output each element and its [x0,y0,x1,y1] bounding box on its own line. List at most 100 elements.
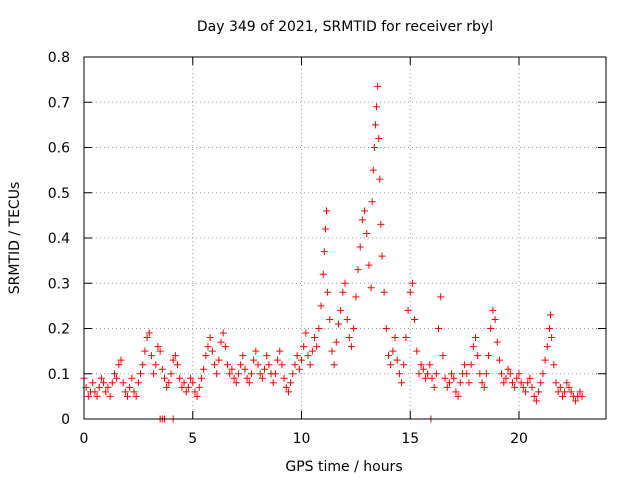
data-point [404,306,412,314]
data-point [328,347,336,355]
data-point [472,334,479,342]
data-point [548,334,556,342]
data-point [572,397,580,405]
data-point [382,325,390,332]
data-point [376,175,384,183]
data-point [213,370,221,378]
data-point [374,82,382,90]
data-point [559,392,566,400]
data-point [174,361,182,369]
x-axis-title: GPS time / hours [285,459,402,475]
data-point [452,388,460,396]
data-point [163,383,171,391]
y-tick-label: 0.8 [48,50,70,66]
data-point [519,383,527,391]
data-point [102,388,110,396]
data-point [556,383,564,391]
data-point [578,392,586,400]
data-point [306,361,314,369]
data-point [369,166,377,174]
data-point [323,207,331,215]
data-point [406,288,414,296]
data-point [426,361,434,369]
data-point [202,352,210,360]
data-point [343,315,351,323]
plot-frame [83,56,607,420]
data-point [152,361,160,369]
data-point [487,325,495,332]
data-point [500,379,508,387]
y-tick-label: 0 [61,412,70,428]
data-point [467,361,475,369]
data-point [526,374,534,382]
data-point [184,383,192,391]
data-point [276,347,284,355]
data-point [443,383,451,391]
data-point [415,370,423,378]
data-point [137,370,145,378]
data-point [365,261,373,269]
data-point [154,343,162,351]
data-point [221,343,229,351]
data-point [230,374,238,382]
data-point [320,248,328,256]
y-tick-label: 0.4 [48,231,70,247]
data-point [156,347,164,355]
data-point [245,379,253,387]
y-tick-label: 0.2 [48,322,70,338]
data-point [339,288,347,296]
data-point [437,293,445,301]
data-point [178,383,186,391]
data-point [419,365,427,373]
data-point [93,392,101,400]
data-point [141,347,149,355]
data-point [89,379,97,387]
data-point [115,361,123,369]
data-point [469,343,477,351]
data-point [395,370,403,378]
data-point [313,343,321,351]
data-point [524,379,532,387]
data-point [289,370,297,378]
data-point [147,352,155,360]
data-points [80,82,586,423]
y-tick-label: 0.6 [48,141,70,157]
x-tick-label: 15 [401,431,419,447]
data-point [356,243,364,251]
data-point [428,374,436,382]
y-tick-label: 0.5 [48,186,70,202]
data-point [337,306,345,314]
data-point [293,352,301,360]
data-point [311,334,319,342]
data-point [545,325,553,332]
data-point [247,370,255,378]
data-point [485,352,493,360]
data-point [567,388,575,396]
data-point [104,383,112,391]
data-point [537,379,545,387]
data-point [504,365,512,373]
data-point [271,370,279,378]
data-point [110,370,118,378]
data-point [278,361,286,369]
data-point [258,374,266,382]
data-point [522,388,530,396]
data-point [232,379,240,387]
data-point [195,383,203,391]
data-point [532,397,540,405]
data-point [226,370,234,378]
data-point [167,370,175,378]
x-tick-label: 5 [188,431,197,447]
data-point [563,379,571,387]
data-point [298,356,305,364]
data-point [308,347,316,355]
data-point [363,229,371,237]
data-point [119,379,127,387]
data-point [206,334,214,342]
data-point [375,134,383,142]
data-point [319,270,327,278]
data-point [413,347,421,355]
data-point [456,379,464,387]
data-point [491,315,499,323]
